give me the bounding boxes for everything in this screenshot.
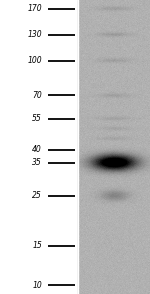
Text: 130: 130: [27, 31, 42, 39]
Text: 10: 10: [32, 281, 42, 290]
Text: 25: 25: [32, 191, 42, 200]
Text: 15: 15: [32, 241, 42, 250]
Text: 40: 40: [32, 146, 42, 154]
Text: 35: 35: [32, 158, 42, 168]
Text: 70: 70: [32, 91, 42, 100]
Bar: [78, 0, 150, 294]
Text: 100: 100: [27, 56, 42, 65]
Text: 55: 55: [32, 114, 42, 123]
Text: 170: 170: [27, 4, 42, 13]
Bar: [0, 0, 78, 294]
